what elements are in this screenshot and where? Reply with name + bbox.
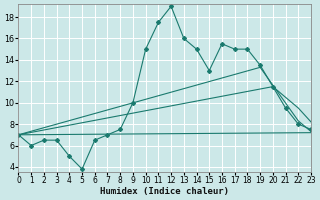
X-axis label: Humidex (Indice chaleur): Humidex (Indice chaleur)	[100, 187, 229, 196]
